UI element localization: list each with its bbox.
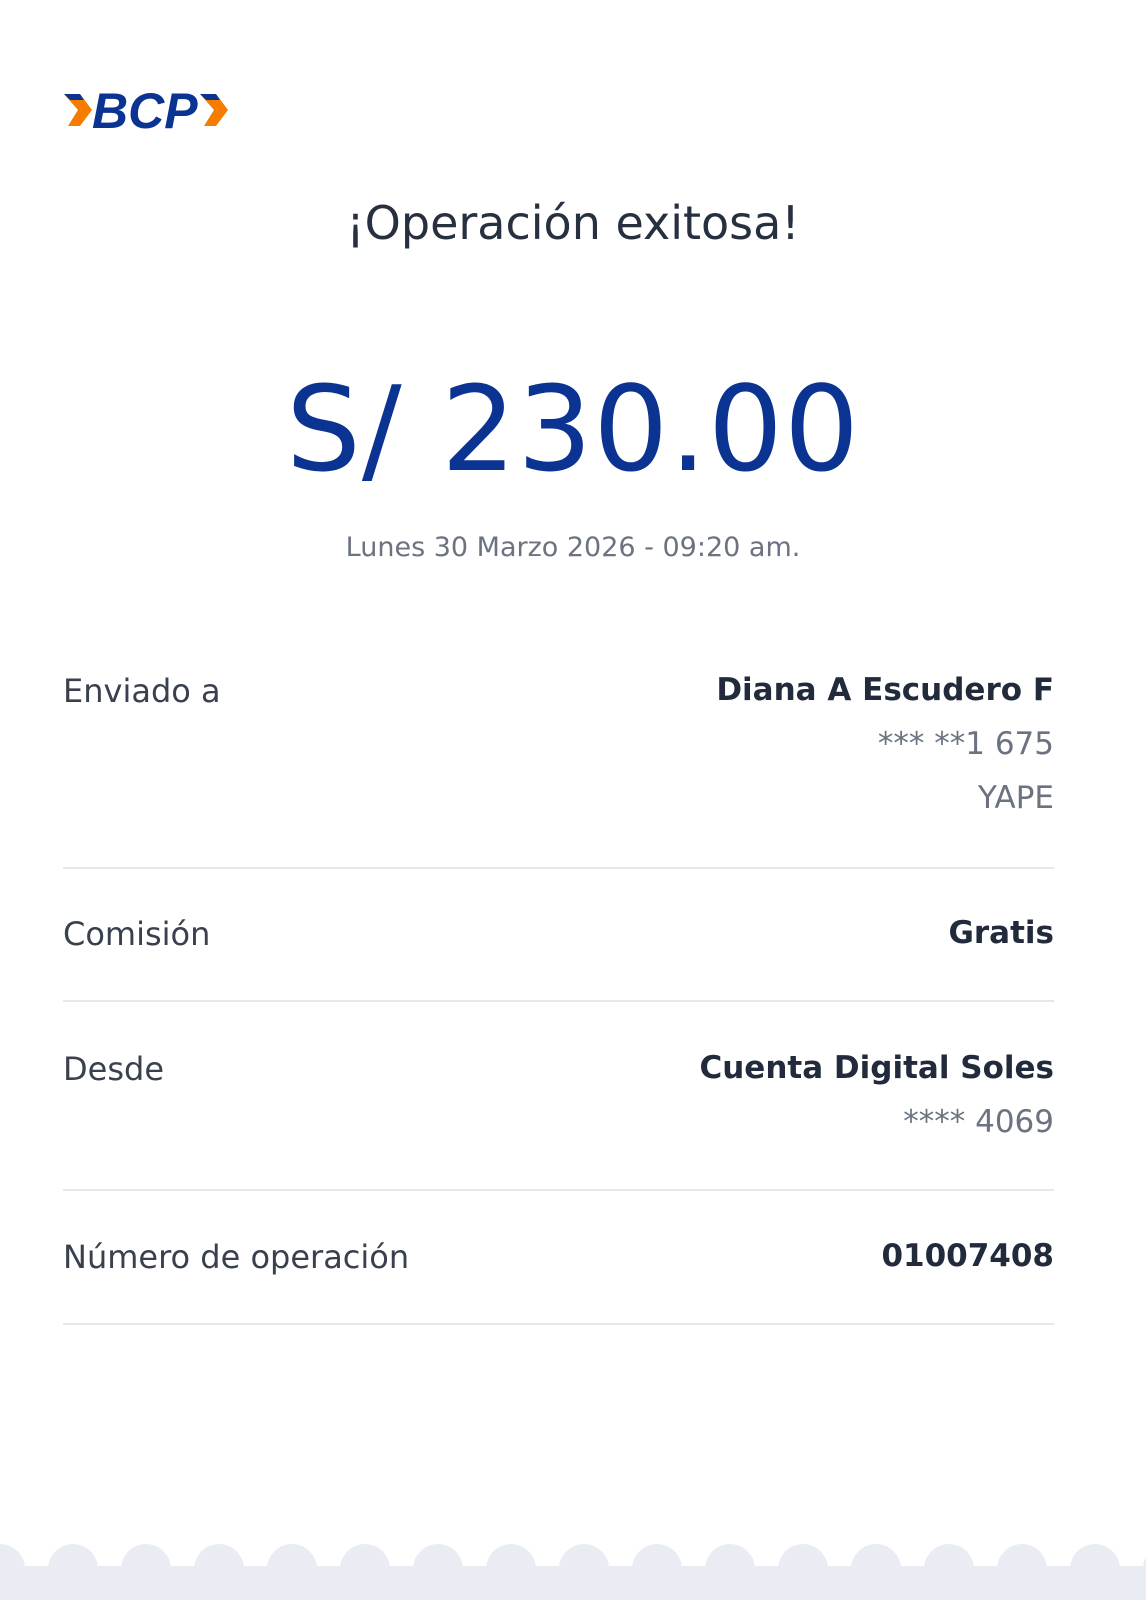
svg-text:BCP: BCP <box>92 86 198 134</box>
receipt-footer <box>0 1566 1146 1600</box>
row-sent-to: Enviado a Diana A Escudero F *** **1 675… <box>63 672 1054 869</box>
page-title: ¡Operación exitosa! <box>346 196 800 250</box>
operation-datetime: Lunes 30 Marzo 2026 - 09:20 am. <box>345 532 801 563</box>
bcp-logo: BCP <box>62 83 232 139</box>
amount: S/ 230.00 <box>285 360 861 498</box>
row-commission: Comisión Gratis <box>63 915 1054 1002</box>
row-from: Desde Cuenta Digital Soles **** 4069 <box>63 1050 1054 1191</box>
sent-to-label: Enviado a <box>63 672 221 710</box>
recipient-phone: *** **1 675 <box>877 726 1054 762</box>
operation-number-value: 01007408 <box>881 1238 1054 1274</box>
from-label: Desde <box>63 1050 164 1088</box>
commission-value: Gratis <box>948 915 1054 951</box>
from-account: Cuenta Digital Soles <box>699 1050 1054 1086</box>
from-account-number: **** 4069 <box>903 1104 1054 1140</box>
commission-label: Comisión <box>63 915 211 953</box>
recipient-name: Diana A Escudero F <box>716 672 1054 708</box>
recipient-service: YAPE <box>977 780 1054 816</box>
operation-number-label: Número de operación <box>63 1238 410 1276</box>
row-operation-number: Número de operación 01007408 <box>63 1238 1054 1325</box>
